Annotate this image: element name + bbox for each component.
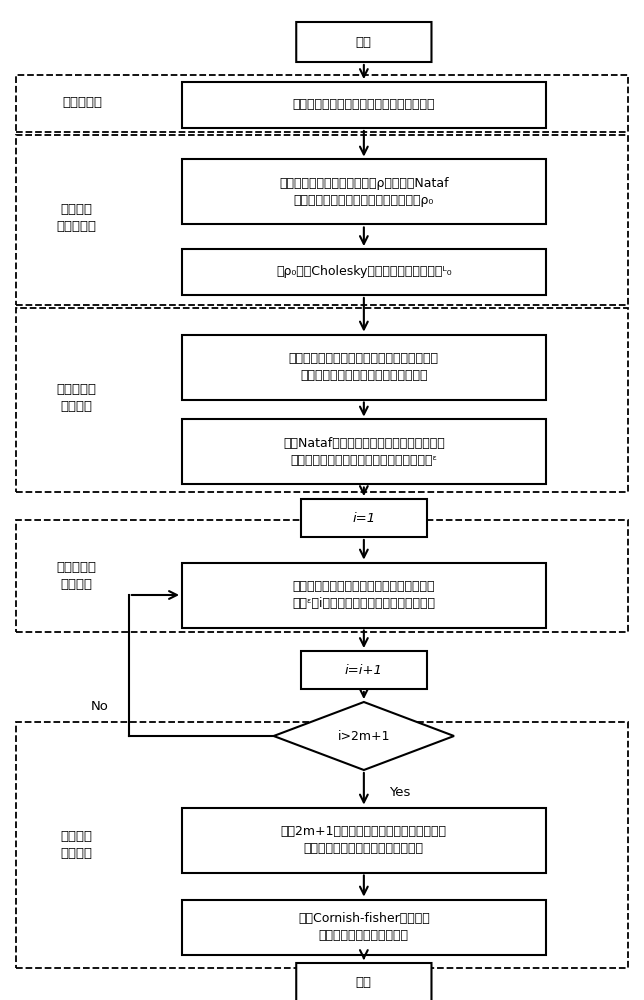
Text: No: No [91,700,109,712]
Bar [182,334,545,399]
Bar [301,499,426,537]
Bar [16,308,628,492]
Bar [182,562,545,628]
Bar [182,808,545,872]
Text: Yes: Yes [388,786,410,798]
Text: i=i+1: i=i+1 [345,664,383,676]
Text: 采用Cornish-fisher级数估算
可靠性指标的概率密度函数: 采用Cornish-fisher级数估算 可靠性指标的概率密度函数 [298,912,430,942]
FancyBboxPatch shape [296,963,431,1000]
Polygon shape [274,702,454,770]
Text: 输入待研究变量的边缘概率密度和相关系数: 输入待研究变量的边缘概率密度和相关系数 [292,99,435,111]
Text: 结束: 结束 [356,976,372,990]
Text: 建立可靠性
评估模型: 建立可靠性 评估模型 [56,561,96,591]
Bar [182,159,545,224]
Bar [16,722,628,968]
Bar [182,82,545,128]
Text: 构造可靠性
评估样本: 构造可靠性 评估样本 [56,383,96,413]
Text: i=1: i=1 [352,512,375,524]
Text: 对ρ₀进行Cholesky分解，得到下三角矩阵ᴸ₀: 对ρ₀进行Cholesky分解，得到下三角矩阵ᴸ₀ [276,265,451,278]
Text: 随机变量
非线性变换: 随机变量 非线性变换 [56,203,96,233]
Bar [182,249,545,295]
Text: 根据输入变量的相关系数矩阵ρ，计算经Nataf
变换后的标准正态变量的相关系数矩阵ρ₀: 根据输入变量的相关系数矩阵ρ，计算经Nataf 变换后的标准正态变量的相关系数矩… [279,177,449,207]
Text: 输出目标
随机变量: 输出目标 随机变量 [60,830,92,860]
Text: 基于配电网故障模式影响分析法，计算样本
矩阵ᵋ第i列对应的系统状态下可靠性指标值: 基于配电网故障模式影响分析法，计算样本 矩阵ᵋ第i列对应的系统状态下可靠性指标值 [292,580,435,610]
Text: i>2m+1: i>2m+1 [337,730,390,742]
Text: 数据初始化: 数据初始化 [62,97,102,109]
Bar [16,135,628,305]
Bar [301,651,426,689]
FancyBboxPatch shape [296,22,431,62]
Text: 基于可靠性三点估计法，在独立标准正态空间
计算采样点及其权重，构造样本矩阵ᵯ: 基于可靠性三点估计法，在独立标准正态空间 计算采样点及其权重，构造样本矩阵ᵯ [289,352,439,382]
Bar [182,900,545,954]
Text: 采用Nataf逆变换，将样本矩阵ᵯ变换到原始
变量空间，构造系统可靠性评估的样本矩阵ᵋ: 采用Nataf逆变换，将样本矩阵ᵯ变换到原始 变量空间，构造系统可靠性评估的样本… [283,437,445,467]
Bar [182,420,545,484]
Text: 利用2m+1次计算结果及相应权重估计可靠性
指标的各阶原点矩，计算均值和方差: 利用2m+1次计算结果及相应权重估计可靠性 指标的各阶原点矩，计算均值和方差 [281,825,447,855]
Bar [16,520,628,632]
Text: 开始: 开始 [356,35,372,48]
Bar [16,75,628,132]
